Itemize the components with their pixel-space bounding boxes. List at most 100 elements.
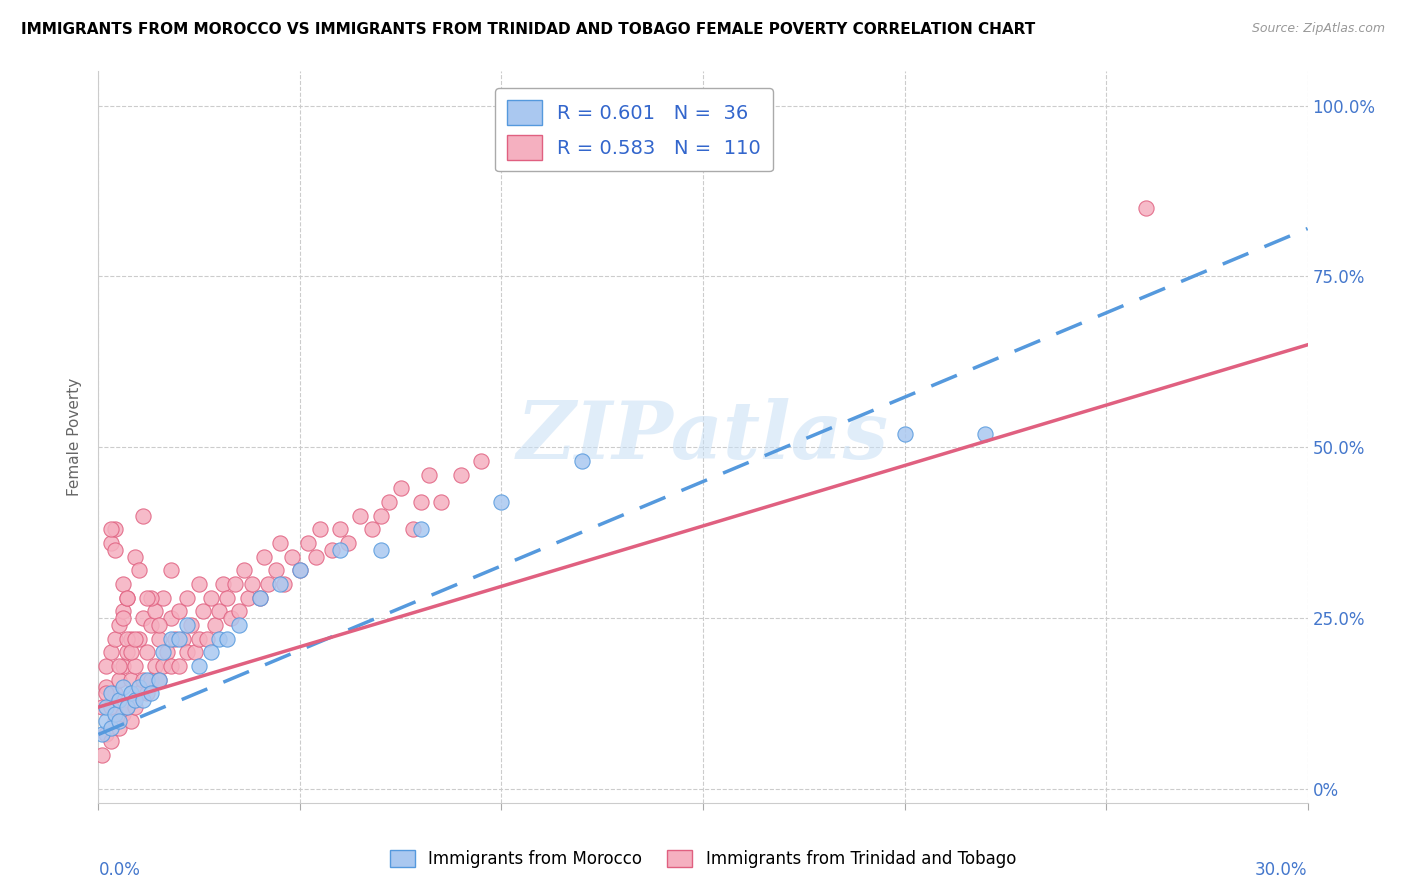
Point [100, 700, 122, 714]
Point [96, 714, 118, 728]
Point [115, 645, 138, 659]
Point [491, 495, 513, 509]
Point [128, 632, 150, 646]
Point [132, 673, 155, 687]
Text: 0.0%: 0.0% [98, 862, 141, 880]
Point [120, 686, 142, 700]
Point [124, 549, 146, 564]
Point [91, 747, 114, 762]
Point [115, 700, 138, 714]
Point [132, 611, 155, 625]
Point [249, 591, 271, 605]
Point [370, 542, 392, 557]
Point [470, 454, 492, 468]
Point [120, 645, 142, 659]
Point [249, 591, 271, 605]
Point [135, 645, 157, 659]
Point [143, 659, 166, 673]
Point [135, 686, 157, 700]
Point [148, 673, 170, 687]
Point [115, 591, 138, 605]
Point [200, 591, 222, 605]
Point [103, 632, 125, 646]
Point [309, 522, 332, 536]
Text: 30.0%: 30.0% [1256, 862, 1308, 880]
Point [132, 693, 155, 707]
Point [377, 495, 399, 509]
Point [124, 700, 146, 714]
Point [100, 686, 122, 700]
Point [217, 632, 239, 646]
Point [103, 706, 125, 721]
Point [91, 700, 114, 714]
Point [135, 591, 157, 605]
Point [107, 673, 129, 687]
Point [269, 577, 291, 591]
Point [124, 632, 146, 646]
Point [160, 632, 183, 646]
Point [160, 563, 183, 577]
Point [139, 618, 162, 632]
Point [135, 673, 157, 687]
Point [103, 714, 125, 728]
Point [305, 549, 328, 564]
Point [143, 604, 166, 618]
Point [329, 522, 352, 536]
Point [152, 591, 174, 605]
Point [402, 522, 425, 536]
Point [172, 632, 194, 646]
Point [228, 618, 250, 632]
Point [221, 611, 243, 625]
Point [115, 591, 138, 605]
Point [103, 522, 125, 536]
Point [96, 700, 118, 714]
Point [167, 632, 190, 646]
Point [111, 680, 134, 694]
Point [208, 604, 231, 618]
Point [176, 645, 198, 659]
Point [176, 591, 198, 605]
Point [107, 618, 129, 632]
Point [253, 549, 276, 564]
Point [893, 426, 915, 441]
Point [188, 577, 211, 591]
Point [152, 659, 174, 673]
Point [111, 706, 134, 721]
Point [167, 659, 190, 673]
Point [228, 604, 250, 618]
Point [409, 495, 432, 509]
Point [269, 536, 291, 550]
Point [240, 577, 263, 591]
Point [96, 727, 118, 741]
Point [176, 618, 198, 632]
Point [124, 659, 146, 673]
Text: IMMIGRANTS FROM MOROCCO VS IMMIGRANTS FROM TRINIDAD AND TOBAGO FEMALE POVERTY CO: IMMIGRANTS FROM MOROCCO VS IMMIGRANTS FR… [21, 22, 1035, 37]
Y-axis label: Female Poverty: Female Poverty [67, 378, 83, 496]
Point [349, 508, 371, 523]
Point [115, 632, 138, 646]
Point [100, 721, 122, 735]
Point [264, 563, 287, 577]
Point [160, 659, 183, 673]
Point [337, 536, 360, 550]
Point [329, 542, 352, 557]
Text: Source: ZipAtlas.com: Source: ZipAtlas.com [1251, 22, 1385, 36]
Point [100, 536, 122, 550]
Point [148, 618, 170, 632]
Point [212, 577, 235, 591]
Text: ZIPatlas: ZIPatlas [517, 399, 889, 475]
Point [115, 700, 138, 714]
Point [200, 645, 222, 659]
Point [100, 734, 122, 748]
Point [409, 522, 432, 536]
Point [152, 645, 174, 659]
Point [139, 686, 162, 700]
Point [111, 611, 134, 625]
Point [450, 467, 472, 482]
Point [281, 549, 304, 564]
Point [195, 632, 218, 646]
Point [128, 686, 150, 700]
Point [128, 680, 150, 694]
Point [120, 673, 142, 687]
Point [184, 645, 207, 659]
